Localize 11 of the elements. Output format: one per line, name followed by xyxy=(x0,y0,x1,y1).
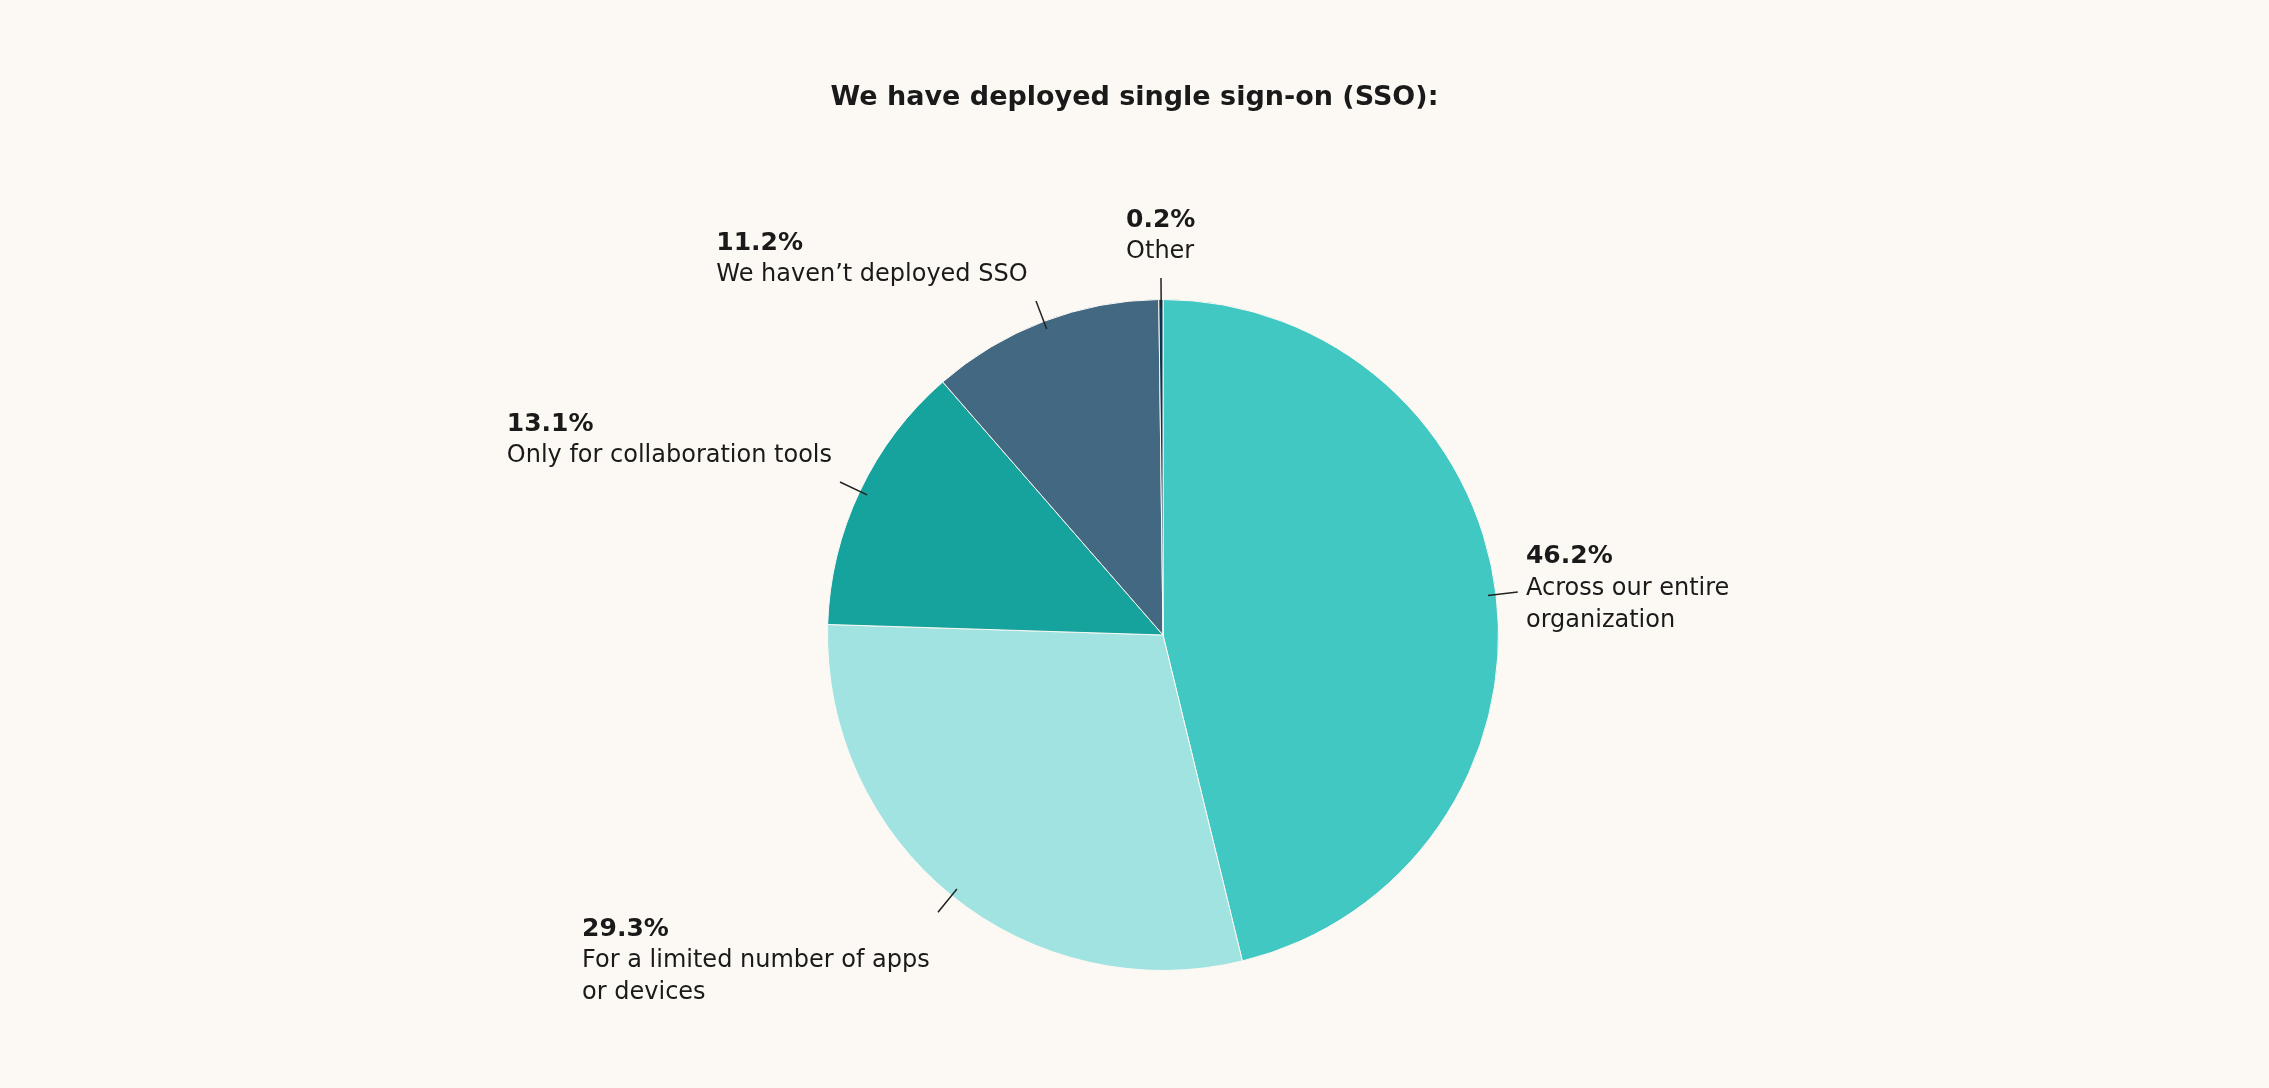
slice-label: Only for collaboration tools xyxy=(506,440,833,468)
slice-label: For a limited number of apps or devices xyxy=(582,944,930,1005)
slice-label: Other xyxy=(1126,235,1195,264)
slice-label: We haven’t deployed SSO xyxy=(716,259,1028,288)
data-label: 46.2% xyxy=(1525,540,1613,570)
data-label: 29.3% xyxy=(582,912,669,942)
slice-label: Across our entire organization xyxy=(1525,572,1730,633)
data-label: 0.2% xyxy=(1126,203,1196,233)
chart-title: We have deployed single sign-on (SSO): xyxy=(829,80,1440,111)
data-label: 11.2% xyxy=(716,226,804,256)
data-label: 13.1% xyxy=(506,407,594,437)
